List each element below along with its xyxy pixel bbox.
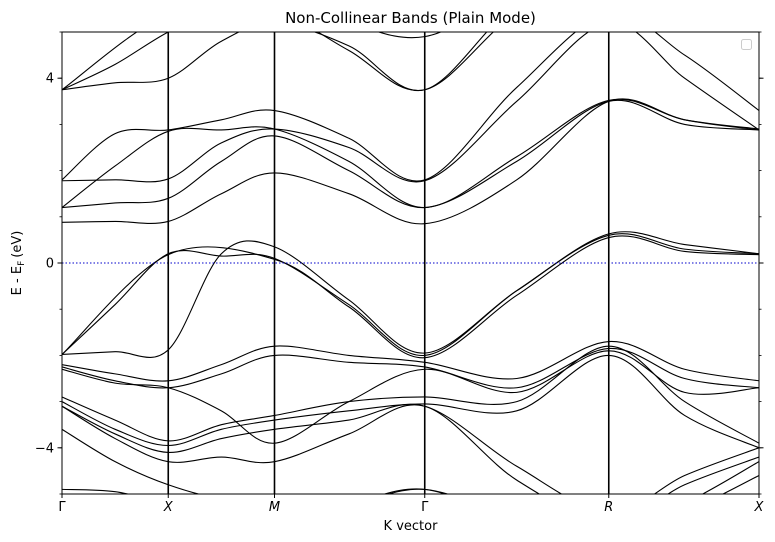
band-line-6 — [62, 98, 759, 209]
y-tick-label-1: 4 — [46, 72, 54, 87]
band-line-9 — [62, 32, 759, 92]
y-axis-label: E - EF (eV) — [10, 231, 27, 296]
x-tick-label-1: Γ — [58, 500, 66, 515]
band-line-3 — [62, 235, 759, 359]
band-line-19 — [62, 428, 759, 494]
band-line-16 — [62, 354, 759, 449]
x-axis-label: K vector — [384, 519, 439, 534]
chart-title: Non-Collinear Bands (Plain Mode) — [285, 9, 536, 27]
band-line-18 — [62, 404, 759, 494]
high-symmetry-lines — [167, 32, 610, 494]
bands-layer — [62, 32, 759, 494]
x-tick-label-3: M — [269, 500, 280, 515]
legend-box — [741, 39, 752, 50]
y-axis-label-main: E - E — [10, 266, 25, 295]
band-line-8 — [62, 32, 759, 182]
band-line-12 — [62, 340, 759, 382]
band-line-13 — [62, 347, 759, 389]
x-tick-label-4: Γ — [421, 500, 429, 515]
band-line-11 — [62, 32, 443, 91]
y-axis-label-unit: (eV) — [10, 231, 25, 258]
x-tick-label-5: R — [604, 500, 613, 515]
band-line-15 — [62, 345, 759, 444]
y-axis-label-subscript: F — [17, 261, 27, 266]
band-line-4 — [62, 98, 759, 225]
band-line-2 — [62, 231, 759, 358]
y-tick-label-2: 0 — [46, 257, 54, 272]
x-tick-label-6: X — [754, 500, 765, 515]
y-tick-label-3: −4 — [35, 441, 54, 456]
x-tick-label-2: X — [163, 500, 174, 515]
band-line-17 — [62, 403, 759, 494]
